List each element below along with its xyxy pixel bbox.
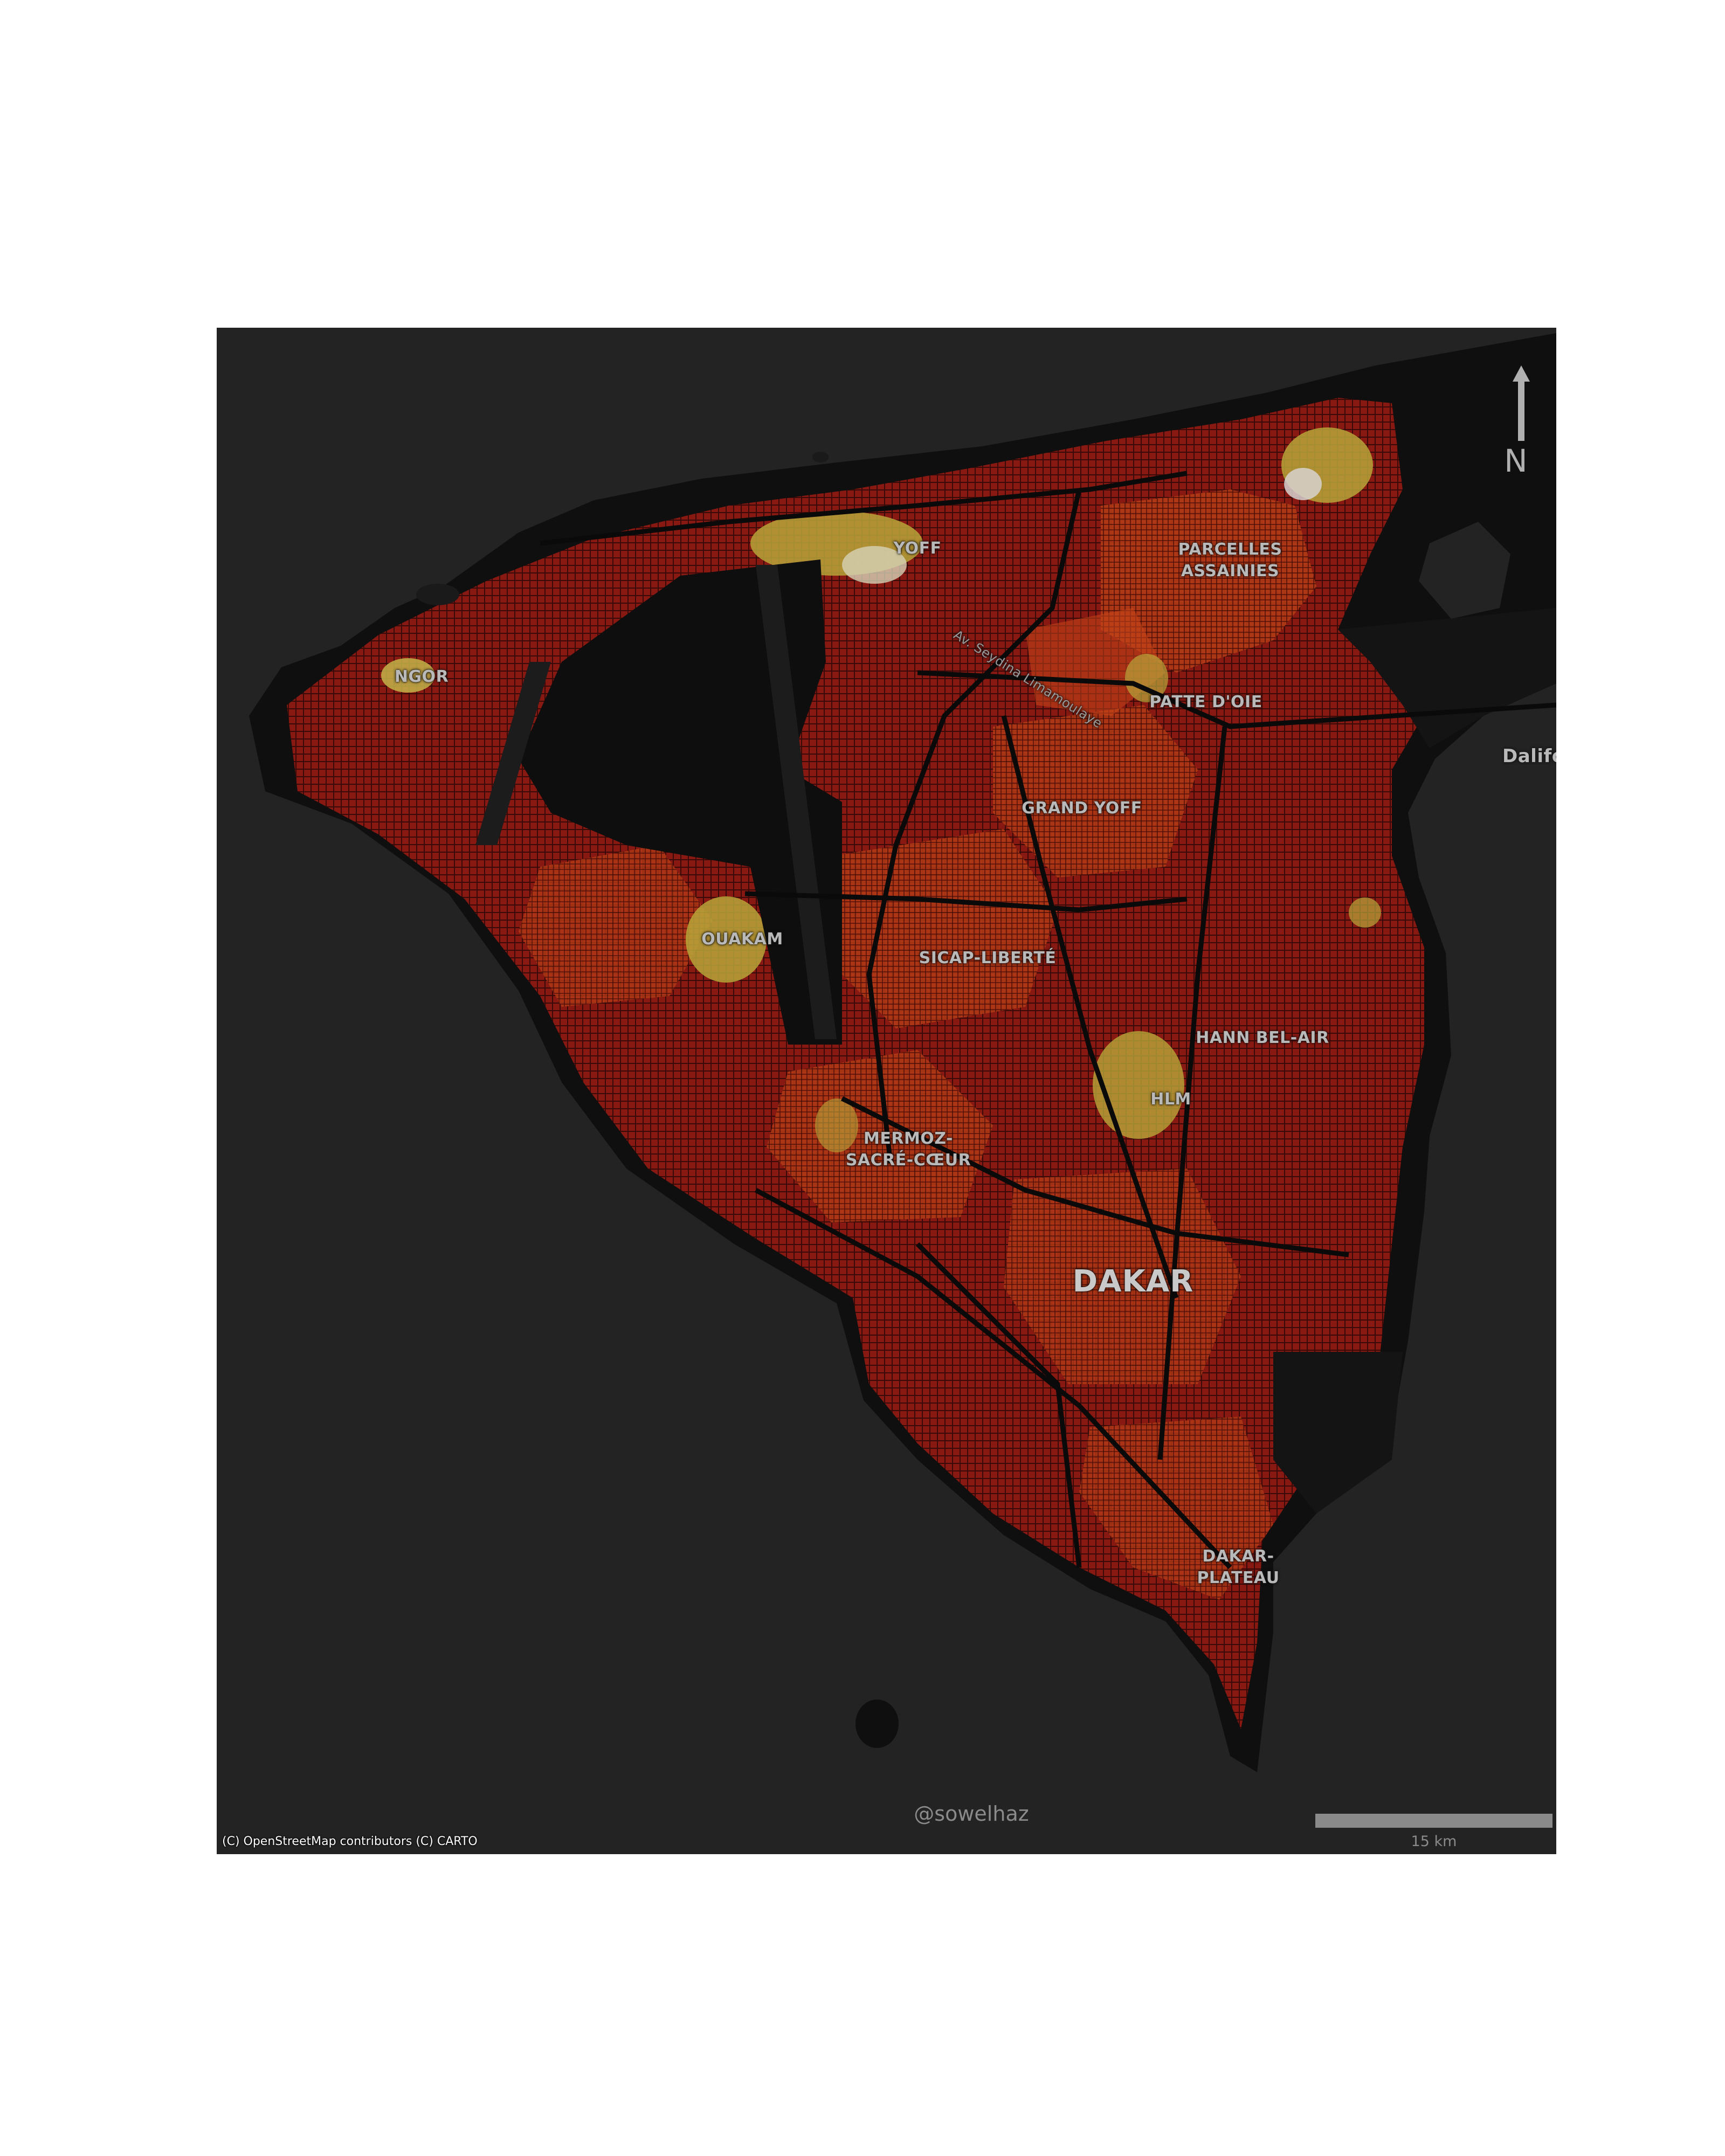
port-zone: [1273, 1352, 1403, 1514]
hotspot-parcelles-core: [1284, 468, 1322, 500]
scale-bar-label: 15 km: [1411, 1833, 1457, 1850]
hotspot-patte: [1125, 654, 1168, 702]
hotspot-hlm: [1093, 1031, 1184, 1139]
scale-bar: [1315, 1814, 1552, 1828]
basemap: [249, 333, 1556, 1772]
label-mermoz-sacre-coeur: MERMOZ- SACRÉ-CŒUR: [845, 1129, 971, 1170]
north-arrow-icon: [1513, 365, 1530, 441]
map-attribution[interactable]: (C) OpenStreetMap contributors (C) CARTO: [222, 1835, 478, 1848]
label-ouakam: OUAKAM: [701, 930, 783, 949]
north-label: N: [1504, 443, 1528, 479]
islet-north: [812, 452, 829, 462]
watermark: @sowelhaz: [914, 1802, 1029, 1826]
label-hlm: HLM: [1150, 1090, 1191, 1109]
airport-zone: [519, 559, 842, 1045]
lake: [1419, 522, 1510, 619]
label-dakar-plateau: DAKAR- PLATEAU: [1197, 1547, 1280, 1587]
density-zone-mermoz: [767, 1050, 993, 1222]
islet-ngor: [416, 584, 459, 605]
road-network: [540, 471, 1556, 1570]
label-dakar: DAKAR: [1072, 1264, 1194, 1299]
density-zone-west: [519, 845, 713, 1007]
label-parcelles-assainies: PARCELLES ASSAINIES: [1178, 540, 1282, 581]
hotspot-hann: [1349, 897, 1381, 928]
label-sicap-liberte: SICAP-LIBERTÉ: [919, 949, 1057, 968]
label-yoff: YOFF: [893, 539, 942, 558]
goree-island: [855, 1699, 899, 1748]
label-patte-doie: PATTE D'OIE: [1149, 693, 1262, 711]
industrial-zone: [1338, 608, 1556, 748]
label-grand-yoff: GRAND YOFF: [1022, 799, 1142, 818]
hotspot-yoff-core: [842, 546, 907, 584]
hotspot-ouakam: [686, 896, 767, 983]
density-zone-medina: [1004, 1169, 1241, 1384]
hotspot-ngor: [381, 658, 435, 693]
density-zone-parcelles: [1101, 489, 1316, 673]
density-zone-grand-yoff: [993, 705, 1198, 877]
label-hann-bel-air: HANN BEL-AIR: [1196, 1028, 1329, 1047]
runway: [756, 565, 837, 1039]
density-zone-sicap: [820, 829, 1058, 1028]
hotspot-mermoz: [815, 1098, 858, 1152]
runway-2: [475, 662, 551, 845]
label-dalifort: Dalifo: [1502, 745, 1556, 767]
map-frame[interactable]: YOFF PARCELLES ASSAINIES NGOR PATTE D'OI…: [217, 328, 1556, 1854]
label-ngor: NGOR: [394, 667, 449, 686]
